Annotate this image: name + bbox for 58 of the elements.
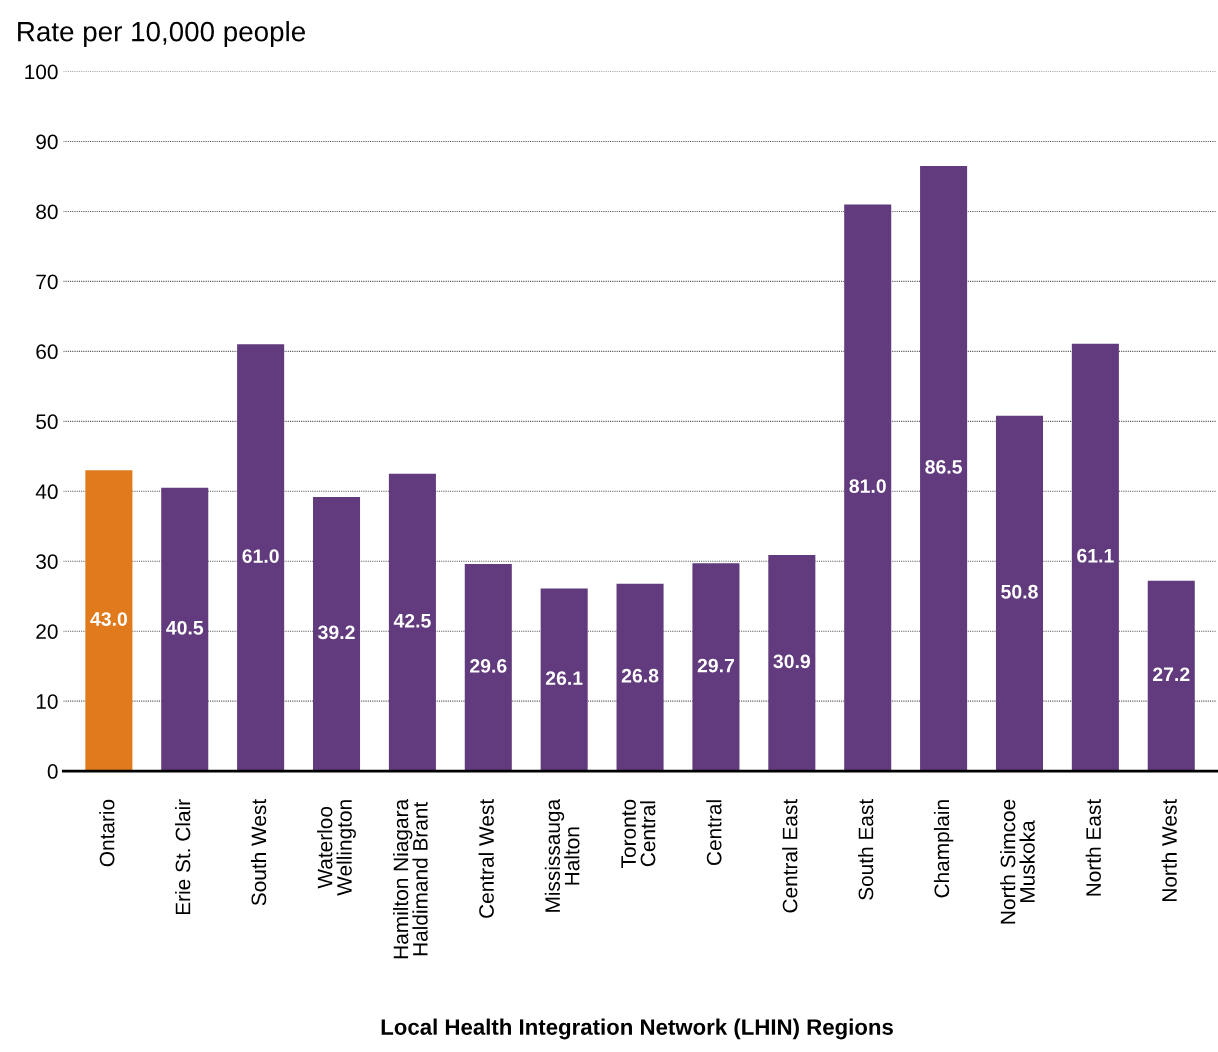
- y-tick-label: 100: [25, 64, 58, 80]
- x-tick-label: Waterloo Wellington: [317, 800, 356, 896]
- y-tick-label: 40: [35, 484, 58, 500]
- x-tick-label: North East: [1085, 799, 1101, 896]
- bar: [85, 470, 133, 772]
- data-label: 86.5: [925, 460, 962, 474]
- bar: [692, 563, 740, 772]
- x-tick-label: Champlain: [933, 800, 954, 898]
- data-label: 27.2: [1153, 667, 1190, 681]
- data-label: 30.9: [773, 654, 811, 669]
- bar: [616, 583, 664, 772]
- x-tick-label: Erie St. Clair: [175, 799, 191, 915]
- y-tick-label: 20: [36, 624, 58, 639]
- data-label: 43.0: [90, 612, 127, 626]
- data-label: 39.2: [318, 625, 355, 640]
- x-tick-label: North West: [1161, 799, 1177, 901]
- bar: [388, 473, 436, 772]
- data-label: 40.5: [166, 620, 204, 635]
- y-tick-label: 60: [36, 344, 58, 360]
- x-tick-label: South East: [858, 799, 874, 900]
- x-tick-label: South West: [250, 799, 267, 906]
- bar: [464, 564, 512, 772]
- bar: [237, 344, 285, 772]
- y-tick-label: 50: [36, 414, 58, 430]
- x-tick-label: Mississauga Halton: [544, 798, 580, 912]
- x-axis-title: Local Health Integration Network (LHIN) Regions: [381, 1018, 893, 1040]
- x-tick-label: Ontario: [99, 799, 115, 867]
- x-tick-label: Toronto Central: [621, 799, 656, 868]
- data-label: 61.0: [242, 549, 279, 563]
- bar: [920, 165, 968, 772]
- y-tick-label: 0: [47, 764, 58, 779]
- bar: [995, 415, 1044, 772]
- bar: [540, 588, 588, 772]
- bar: [1147, 580, 1195, 772]
- y-tick-label: 90: [36, 134, 58, 150]
- x-tick-label: Central East: [782, 799, 798, 913]
- data-label: 42.5: [393, 613, 431, 628]
- data-label: 81.0: [849, 479, 886, 494]
- bar: [844, 204, 892, 772]
- bar: [1071, 343, 1119, 772]
- y-tick-label: 70: [36, 274, 58, 290]
- y-axis-title: Rate per 10,000 people: [18, 21, 305, 47]
- data-label: 26.8: [621, 668, 659, 683]
- x-tick-label: North Simcoe Muskoka: [1000, 799, 1035, 924]
- data-label: 26.1: [545, 671, 583, 686]
- x-tick-label: Hamilton Niagara Haldimand Brant: [392, 798, 428, 959]
- data-label: 29.6: [470, 659, 507, 673]
- bar: [161, 487, 209, 772]
- y-tick-label: 80: [36, 204, 58, 220]
- data-label: 50.8: [1001, 584, 1038, 599]
- y-tick-label: 30: [36, 554, 58, 569]
- bar: [313, 496, 361, 772]
- y-tick-label: 10: [36, 694, 58, 709]
- x-tick-label: Central West: [478, 799, 494, 918]
- data-label: 29.7: [697, 658, 735, 673]
- bar: [768, 554, 816, 772]
- data-label: 61.1: [1077, 548, 1114, 563]
- x-tick-label: Central: [706, 800, 722, 865]
